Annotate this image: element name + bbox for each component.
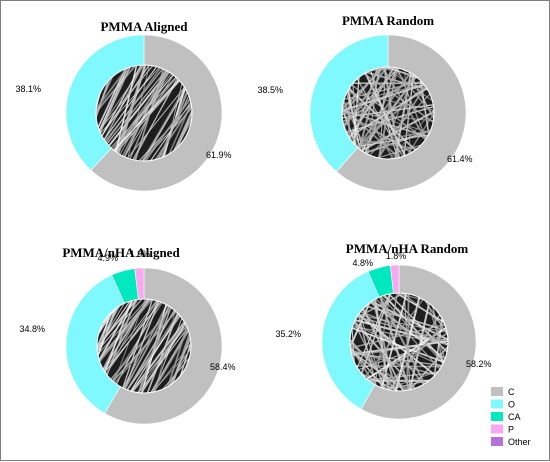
legend-label-p: P [508,425,514,435]
slice-label-o: 34.8% [19,324,45,334]
donut-chart-4: PMMA/nHA Random 58.2% 35.2% 4.8% 1.8% [271,215,525,462]
slice-label-c: 58.2% [466,359,492,369]
slice-label-o: 38.1% [15,84,41,94]
donut-chart-2: PMMA Random 61.4% 38.5% [257,1,506,233]
slice-label-c: 58.4% [210,362,236,372]
slice-label-o: 38.5% [257,85,283,95]
slice-label-ca: 4.9% [97,253,118,263]
legend-label-other: Other [508,437,531,447]
slice-label-p: 1.9% [130,249,151,259]
chart-title: PMMA/nHA Aligned [62,245,180,260]
slice-label-o: 35.2% [275,329,301,339]
donut-chart-3: PMMA/nHA Aligned 58.4% 34.8% 4.9% 1.9% [19,223,250,462]
slice-label-p: 1.8% [386,251,407,261]
legend-label-ca: CA [508,412,521,422]
legend-swatch-p [491,425,503,434]
slice-label-c: 61.4% [447,154,473,164]
legend-swatch-other [491,437,503,446]
chart-title: PMMA Random [342,13,434,28]
legend-swatch-c [491,387,503,396]
chart-title: PMMA/nHA Random [346,241,469,256]
legend-label-c: C [508,387,515,397]
legend-swatch-ca [491,412,503,421]
donut-chart-1: PMMA Aligned 61.9% 38.1% [15,1,254,238]
legend: CO CA P Other [491,387,531,447]
legend-label-o: O [508,400,515,410]
legend-swatch-o [491,400,503,409]
slice-label-c: 61.9% [206,150,232,160]
slice-label-ca: 4.8% [352,258,373,268]
chart-title: PMMA Aligned [100,19,188,34]
